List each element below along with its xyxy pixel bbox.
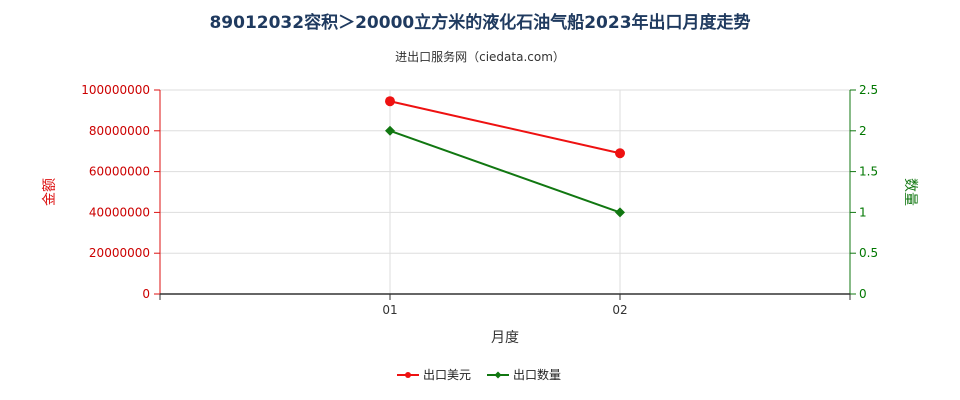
- legend-marker-2: [494, 371, 502, 379]
- legend: 出口美元 出口数量: [397, 367, 561, 382]
- left-axis-tick-label: 100000000: [81, 83, 150, 97]
- right-axis-tick-label: 1.5: [859, 165, 878, 179]
- series-line-2: [389, 129, 621, 214]
- left-axis-tick-label: 40000000: [89, 205, 150, 219]
- left-axis-tick-label: 0: [142, 287, 150, 301]
- right-axis-tick-label: 0: [859, 287, 867, 301]
- left-axis-tick-label: 60000000: [89, 165, 150, 179]
- series-point-2: [385, 125, 395, 136]
- axes: 0 20000000 40000000 60000000 80000000 1000000…: [42, 83, 918, 346]
- x-axis-tick-label: 02: [612, 303, 627, 317]
- x-axis-tick-label: 01: [382, 303, 397, 317]
- series-point-1: [385, 96, 395, 107]
- left-axis-tick-label: 80000000: [89, 124, 150, 138]
- series-point-1: [615, 148, 625, 159]
- legend-marker-1: [405, 372, 411, 378]
- right-axis-tick-label: 2.5: [859, 83, 878, 97]
- series-line-1: [389, 100, 621, 155]
- series-lines: [385, 96, 625, 218]
- y-axis-left-title: 金额: [42, 178, 58, 206]
- right-axis-tick-label: 2: [859, 124, 867, 138]
- legend-label-1: 出口美元: [423, 368, 471, 382]
- left-axis-tick-label: 20000000: [89, 246, 150, 260]
- chart-subtitle: 进出口服务网（ciedata.com）: [395, 50, 565, 64]
- grid-lines: [160, 89, 851, 294]
- series-point-2: [615, 207, 625, 218]
- right-axis-tick-label: 0.5: [859, 246, 878, 260]
- chart-title: 89012032容积＞20000立方米的液化石油气船2023年出口月度走势: [209, 13, 751, 33]
- x-axis-title: 月度: [491, 330, 519, 346]
- y-axis-right-title: 数量: [902, 178, 918, 206]
- right-axis-tick-label: 1: [859, 205, 867, 219]
- legend-label-2: 出口数量: [513, 367, 561, 382]
